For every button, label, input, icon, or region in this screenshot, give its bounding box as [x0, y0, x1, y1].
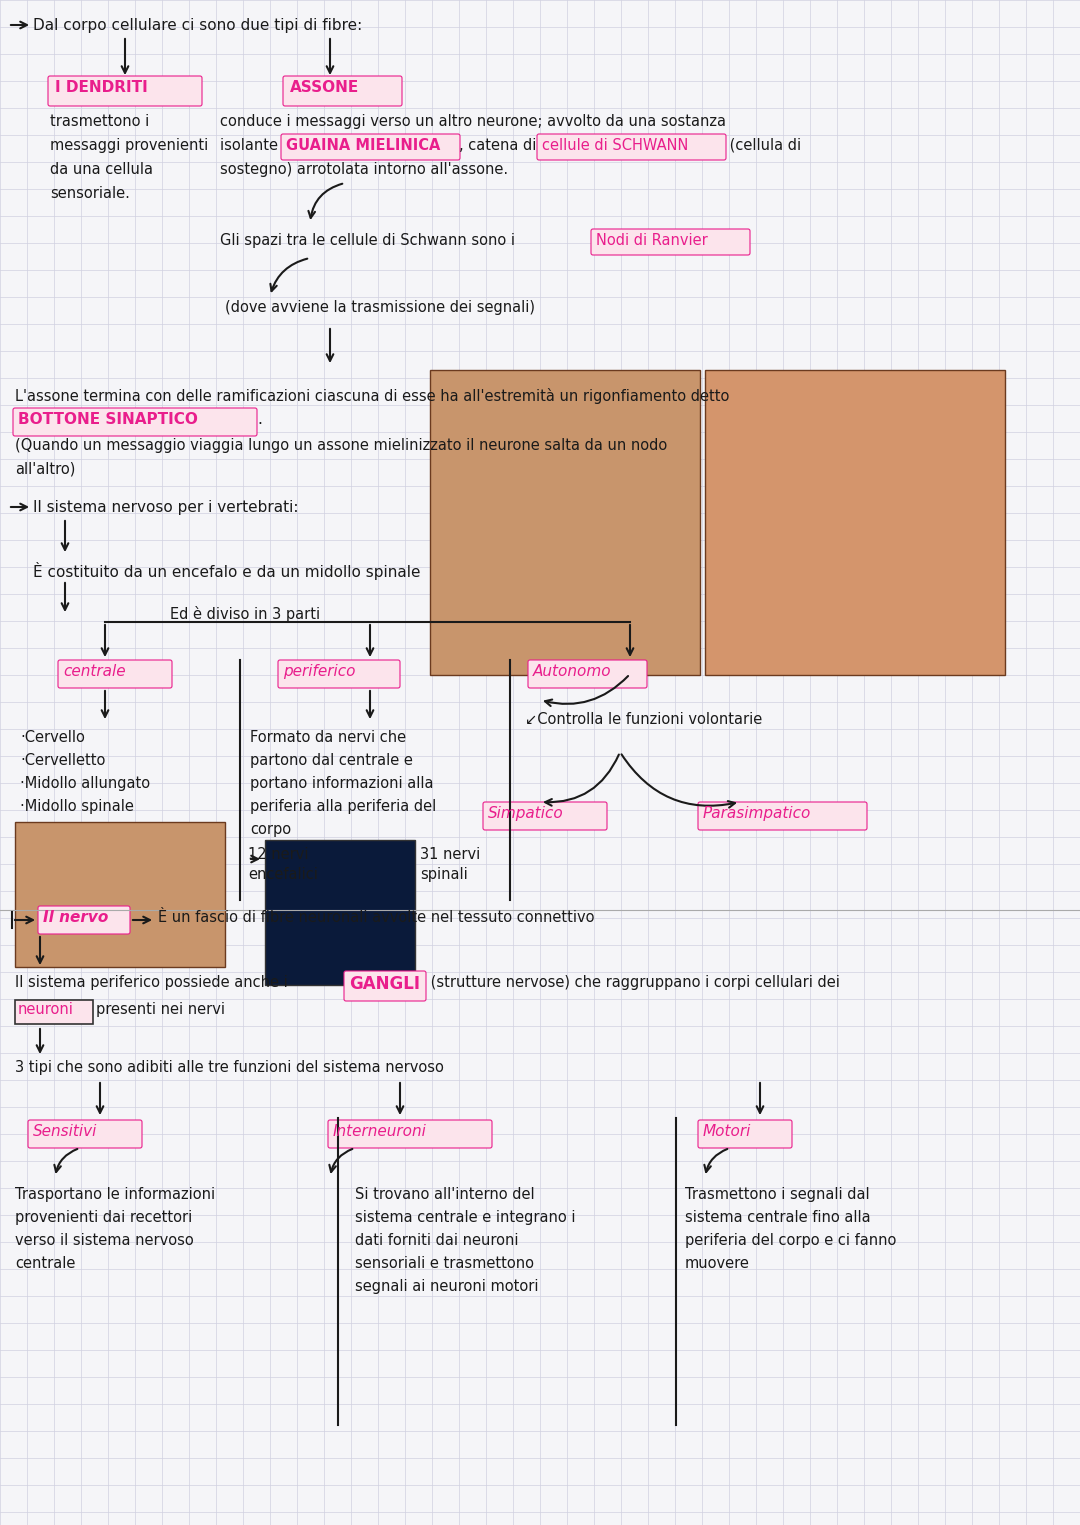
- Text: GUAINA MIELINICA: GUAINA MIELINICA: [286, 137, 441, 152]
- Text: messaggi provenienti: messaggi provenienti: [50, 137, 208, 152]
- Text: sensoriali e trasmettono: sensoriali e trasmettono: [355, 1257, 534, 1270]
- Text: dati forniti dai neuroni: dati forniti dai neuroni: [355, 1234, 518, 1247]
- Text: 31 nervi: 31 nervi: [420, 846, 481, 862]
- FancyBboxPatch shape: [13, 409, 257, 436]
- FancyBboxPatch shape: [591, 229, 750, 255]
- Text: I DENDRITI: I DENDRITI: [55, 79, 148, 95]
- Text: È costituito da un encefalo e da un midollo spinale: È costituito da un encefalo e da un mido…: [33, 563, 420, 580]
- FancyBboxPatch shape: [281, 134, 460, 160]
- Bar: [430, 371, 700, 676]
- Text: isolante: isolante: [220, 137, 283, 152]
- Text: 3 tipi che sono adibiti alle tre funzioni del sistema nervoso: 3 tipi che sono adibiti alle tre funzion…: [15, 1060, 444, 1075]
- Text: Gli spazi tra le cellule di Schwann sono i: Gli spazi tra le cellule di Schwann sono…: [220, 233, 519, 249]
- Text: centrale: centrale: [15, 1257, 76, 1270]
- Text: Nodi di Ranvier: Nodi di Ranvier: [596, 233, 707, 249]
- FancyBboxPatch shape: [283, 76, 402, 107]
- FancyBboxPatch shape: [345, 971, 426, 1000]
- FancyBboxPatch shape: [48, 76, 202, 107]
- Text: centrale: centrale: [63, 663, 125, 679]
- Bar: [265, 840, 415, 985]
- Text: (dove avviene la trasmissione dei segnali): (dove avviene la trasmissione dei segnal…: [225, 300, 535, 316]
- Text: presenti nei nervi: presenti nei nervi: [96, 1002, 225, 1017]
- Bar: [15, 822, 225, 967]
- FancyBboxPatch shape: [328, 1119, 492, 1148]
- Text: Trasmettono i segnali dal: Trasmettono i segnali dal: [685, 1186, 869, 1202]
- Text: L'assone termina con delle ramificazioni ciascuna di esse ha all'estremità un ri: L'assone termina con delle ramificazioni…: [15, 387, 729, 404]
- Text: cellule di SCHWANN: cellule di SCHWANN: [542, 137, 688, 152]
- Text: (cellula di: (cellula di: [725, 137, 801, 152]
- FancyBboxPatch shape: [483, 802, 607, 830]
- Text: Il sistema nervoso per i vertebrati:: Il sistema nervoso per i vertebrati:: [33, 500, 298, 515]
- Text: ·Cervello: ·Cervello: [21, 730, 85, 746]
- Bar: [705, 371, 1005, 676]
- Text: provenienti dai recettori: provenienti dai recettori: [15, 1209, 192, 1225]
- Text: Parasimpatico: Parasimpatico: [703, 807, 811, 820]
- Text: verso il sistema nervoso: verso il sistema nervoso: [15, 1234, 193, 1247]
- Text: Formato da nervi che: Formato da nervi che: [249, 730, 406, 746]
- Text: sistema centrale fino alla: sistema centrale fino alla: [685, 1209, 870, 1225]
- Text: periferia alla periferia del: periferia alla periferia del: [249, 799, 436, 814]
- Text: muovere: muovere: [685, 1257, 750, 1270]
- FancyBboxPatch shape: [38, 906, 130, 933]
- Text: ↙Controlla le funzioni volontarie: ↙Controlla le funzioni volontarie: [525, 712, 762, 727]
- FancyBboxPatch shape: [698, 1119, 792, 1148]
- Text: ·Cervelletto: ·Cervelletto: [21, 753, 106, 769]
- Text: sostegno) arrotolata intorno all'assone.: sostegno) arrotolata intorno all'assone.: [220, 162, 508, 177]
- Text: Il nervo: Il nervo: [43, 910, 108, 926]
- Text: sensoriale.: sensoriale.: [50, 186, 130, 201]
- FancyBboxPatch shape: [698, 802, 867, 830]
- Text: , catena di: , catena di: [459, 137, 541, 152]
- Text: Sensitivi: Sensitivi: [33, 1124, 97, 1139]
- Text: segnali ai neuroni motori: segnali ai neuroni motori: [355, 1279, 539, 1295]
- FancyBboxPatch shape: [528, 660, 647, 688]
- Text: (Quando un messaggio viaggia lungo un assone mielinizzato il neurone salta da un: (Quando un messaggio viaggia lungo un as…: [15, 438, 667, 453]
- Text: Motori: Motori: [703, 1124, 752, 1139]
- Text: periferia del corpo e ci fanno: periferia del corpo e ci fanno: [685, 1234, 896, 1247]
- Text: 12 nervi: 12 nervi: [248, 846, 309, 862]
- Text: Trasportano le informazioni: Trasportano le informazioni: [15, 1186, 215, 1202]
- Text: periferico: periferico: [283, 663, 355, 679]
- Text: da una cellula: da una cellula: [50, 162, 153, 177]
- Text: ·Midollo allungato: ·Midollo allungato: [21, 776, 150, 791]
- Text: encefalici: encefalici: [248, 868, 318, 881]
- Text: Il sistema periferico possiede anche i: Il sistema periferico possiede anche i: [15, 974, 293, 990]
- Text: BOTTONE SINAPTICO: BOTTONE SINAPTICO: [18, 412, 198, 427]
- FancyBboxPatch shape: [537, 134, 726, 160]
- Text: Si trovano all'interno del: Si trovano all'interno del: [355, 1186, 535, 1202]
- Text: all'altro): all'altro): [15, 461, 76, 476]
- Text: neuroni: neuroni: [18, 1002, 73, 1017]
- Text: partono dal centrale e: partono dal centrale e: [249, 753, 413, 769]
- Text: ·Midollo spinale: ·Midollo spinale: [21, 799, 134, 814]
- FancyBboxPatch shape: [58, 660, 172, 688]
- Text: Interneuroni: Interneuroni: [333, 1124, 427, 1139]
- Text: GANGLI: GANGLI: [349, 974, 420, 993]
- Text: portano informazioni alla: portano informazioni alla: [249, 776, 433, 791]
- Text: (strutture nervose) che raggruppano i corpi cellulari dei: (strutture nervose) che raggruppano i co…: [426, 974, 840, 990]
- FancyBboxPatch shape: [28, 1119, 141, 1148]
- Text: Dal corpo cellulare ci sono due tipi di fibre:: Dal corpo cellulare ci sono due tipi di …: [33, 18, 362, 34]
- Text: spinali: spinali: [420, 868, 468, 881]
- Text: trasmettono i: trasmettono i: [50, 114, 149, 130]
- Text: corpo: corpo: [249, 822, 292, 837]
- Text: sistema centrale e integrano i: sistema centrale e integrano i: [355, 1209, 576, 1225]
- Text: Ed è diviso in 3 parti: Ed è diviso in 3 parti: [170, 605, 320, 622]
- Text: È un fascio di fibre neuronali avvolte nel tessuto connettivo: È un fascio di fibre neuronali avvolte n…: [158, 910, 594, 926]
- Text: ASSONE: ASSONE: [291, 79, 360, 95]
- Text: conduce i messaggi verso un altro neurone; avvolto da una sostanza: conduce i messaggi verso un altro neuron…: [220, 114, 726, 130]
- Text: Simpatico: Simpatico: [488, 807, 564, 820]
- Text: .: .: [257, 412, 261, 427]
- FancyBboxPatch shape: [278, 660, 400, 688]
- Text: Autonomo: Autonomo: [534, 663, 611, 679]
- Bar: [15, 1000, 93, 1023]
